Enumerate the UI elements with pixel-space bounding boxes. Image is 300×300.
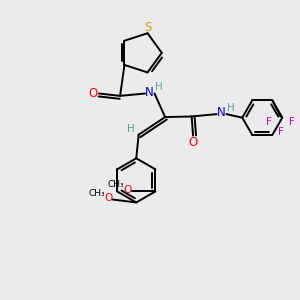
- Text: O: O: [188, 136, 198, 148]
- Text: F: F: [278, 127, 284, 137]
- Text: H: H: [127, 124, 134, 134]
- Text: CH₃: CH₃: [107, 180, 124, 189]
- Text: N: N: [145, 86, 154, 99]
- Text: O: O: [88, 87, 98, 100]
- Text: N: N: [217, 106, 225, 119]
- Text: H: H: [155, 82, 163, 92]
- Text: F: F: [266, 117, 272, 127]
- Text: S: S: [144, 21, 151, 34]
- Text: F: F: [289, 117, 295, 127]
- Text: CH₃: CH₃: [88, 188, 105, 197]
- Text: H: H: [227, 103, 235, 112]
- Text: O: O: [104, 193, 112, 203]
- Text: O: O: [123, 184, 131, 195]
